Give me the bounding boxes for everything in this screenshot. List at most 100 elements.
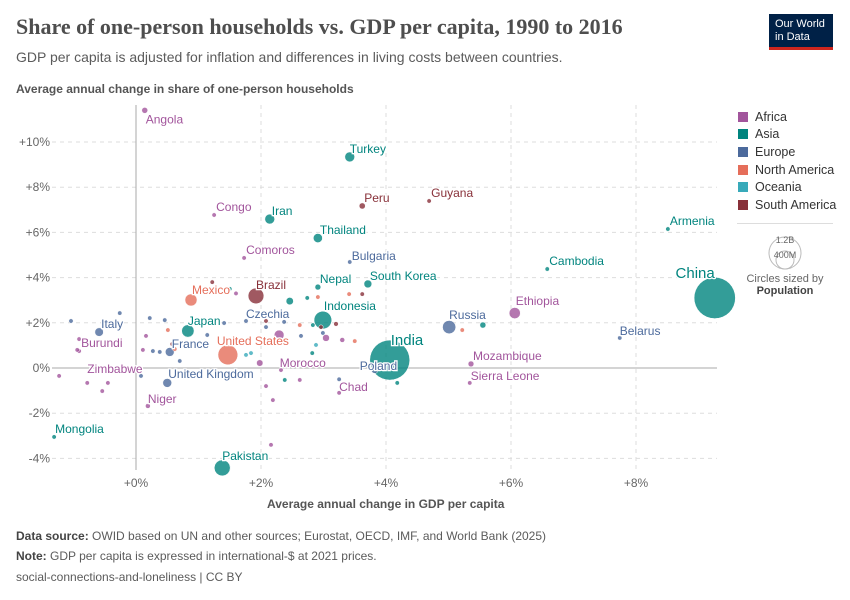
- legend-swatch: [738, 164, 748, 175]
- data-point: [297, 322, 303, 328]
- point-label: Chad: [339, 380, 368, 394]
- point-label: Brazil: [256, 278, 286, 292]
- point-label: Indonesia: [324, 299, 376, 313]
- point-cambodia: [544, 266, 550, 272]
- size-legend: 1.2B 400M Circles sized by Population: [737, 230, 833, 297]
- point-congo: [211, 212, 217, 218]
- legend-divider: [737, 223, 833, 224]
- point-russia: [442, 320, 456, 334]
- point-pakistan: [214, 459, 231, 477]
- chart-subtitle: GDP per capita is adjusted for inflation…: [16, 49, 563, 65]
- data-point: [285, 297, 294, 306]
- point-mexico: [184, 293, 198, 307]
- point-italy: [94, 327, 104, 337]
- point-label: Mongolia: [55, 422, 104, 436]
- point-label: Ethiopia: [516, 294, 560, 308]
- point-label: Congo: [216, 200, 252, 214]
- point-iran: [264, 213, 275, 225]
- point-united-states: [217, 344, 239, 366]
- data-point: [336, 376, 342, 382]
- data-point: [286, 359, 292, 365]
- footer-slug[interactable]: social-connections-and-loneliness | CC B…: [16, 570, 243, 584]
- point-united-kingdom: [162, 378, 172, 388]
- size-legend-caption: Circles sized by: [746, 273, 824, 285]
- point-label: Cambodia: [549, 254, 604, 268]
- point-label: Belarus: [620, 324, 661, 338]
- point-label: United Kingdom: [168, 367, 253, 381]
- data-point: [117, 310, 123, 316]
- data-point: [278, 367, 284, 373]
- x-axis-title: Average annual change in GDP per capita: [267, 497, 505, 511]
- data-point: [459, 327, 465, 333]
- legend-item-africa[interactable]: Africa: [738, 108, 836, 126]
- point-label: China: [676, 265, 716, 282]
- data-point: [248, 350, 254, 356]
- data-point: [99, 388, 105, 394]
- point-label: Burundi: [81, 336, 122, 350]
- data-point: [373, 365, 379, 371]
- point-chad: [336, 390, 342, 396]
- data-point: [479, 321, 487, 329]
- data-point: [270, 397, 276, 403]
- x-tick-label: +4%: [374, 476, 399, 490]
- data-point: [68, 318, 74, 324]
- data-point: [177, 358, 183, 364]
- point-morocco: [256, 359, 264, 367]
- point-label: Czechia: [246, 307, 290, 321]
- point-label: Italy: [101, 317, 123, 331]
- x-tick-label: +2%: [249, 476, 274, 490]
- legend-item-north-america[interactable]: North America: [738, 161, 836, 179]
- legend-item-south-america[interactable]: South America: [738, 196, 836, 214]
- size-legend-small: 400M: [774, 250, 797, 260]
- legend-label: North America: [755, 162, 835, 177]
- data-point: [394, 380, 400, 386]
- point-czechia: [243, 318, 249, 324]
- point-angola: [141, 107, 148, 114]
- point-label: Angola: [146, 112, 184, 126]
- owid-logo[interactable]: Our World in Data: [769, 14, 833, 50]
- data-point: [263, 324, 269, 330]
- data-point: [320, 330, 326, 336]
- point-bulgaria: [347, 259, 353, 265]
- point-label: Comoros: [246, 243, 295, 257]
- point-nepal: [314, 283, 322, 291]
- data-point: [339, 337, 345, 343]
- legend-item-oceania[interactable]: Oceania: [738, 178, 836, 196]
- data-point: [310, 322, 316, 328]
- point-label: Japan: [188, 314, 221, 328]
- point-japan: [181, 324, 195, 338]
- point-zimbabwe: [84, 380, 90, 386]
- point-mozambique: [467, 360, 475, 368]
- legend-label: Oceania: [755, 180, 802, 195]
- legend-swatch: [738, 182, 748, 193]
- point-label: Russia: [449, 308, 486, 322]
- point-label: Turkey: [350, 142, 386, 156]
- point-label: India: [391, 332, 424, 349]
- size-legend-large: 1.2B: [776, 235, 795, 245]
- legend-label: Africa: [755, 109, 787, 124]
- point-brazil: [247, 287, 265, 305]
- point-label: South Korea: [370, 269, 437, 283]
- legend-item-europe[interactable]: Europe: [738, 143, 836, 161]
- data-point: [333, 321, 339, 327]
- point-mongolia: [51, 434, 57, 440]
- data-point: [140, 347, 146, 353]
- data-point: [143, 333, 149, 339]
- point-label: Guyana: [431, 186, 473, 200]
- data-point: [162, 317, 168, 323]
- x-tick-label: +6%: [499, 476, 524, 490]
- point-label: Morocco: [280, 356, 326, 370]
- data-point: [147, 315, 153, 321]
- data-point: [227, 286, 233, 292]
- data-point: [138, 373, 144, 379]
- data-point: [209, 279, 215, 285]
- footer-note: Note: GDP per capita is expressed in int…: [16, 549, 377, 563]
- chart-title: Share of one-person households vs. GDP p…: [16, 14, 623, 39]
- data-point: [297, 377, 303, 383]
- point-comoros: [241, 255, 247, 261]
- y-tick-label: -2%: [29, 406, 51, 420]
- point-label: France: [172, 337, 210, 351]
- point-label: Sierra Leone: [471, 369, 540, 383]
- data-point: [359, 291, 365, 297]
- legend-item-asia[interactable]: Asia: [738, 126, 836, 144]
